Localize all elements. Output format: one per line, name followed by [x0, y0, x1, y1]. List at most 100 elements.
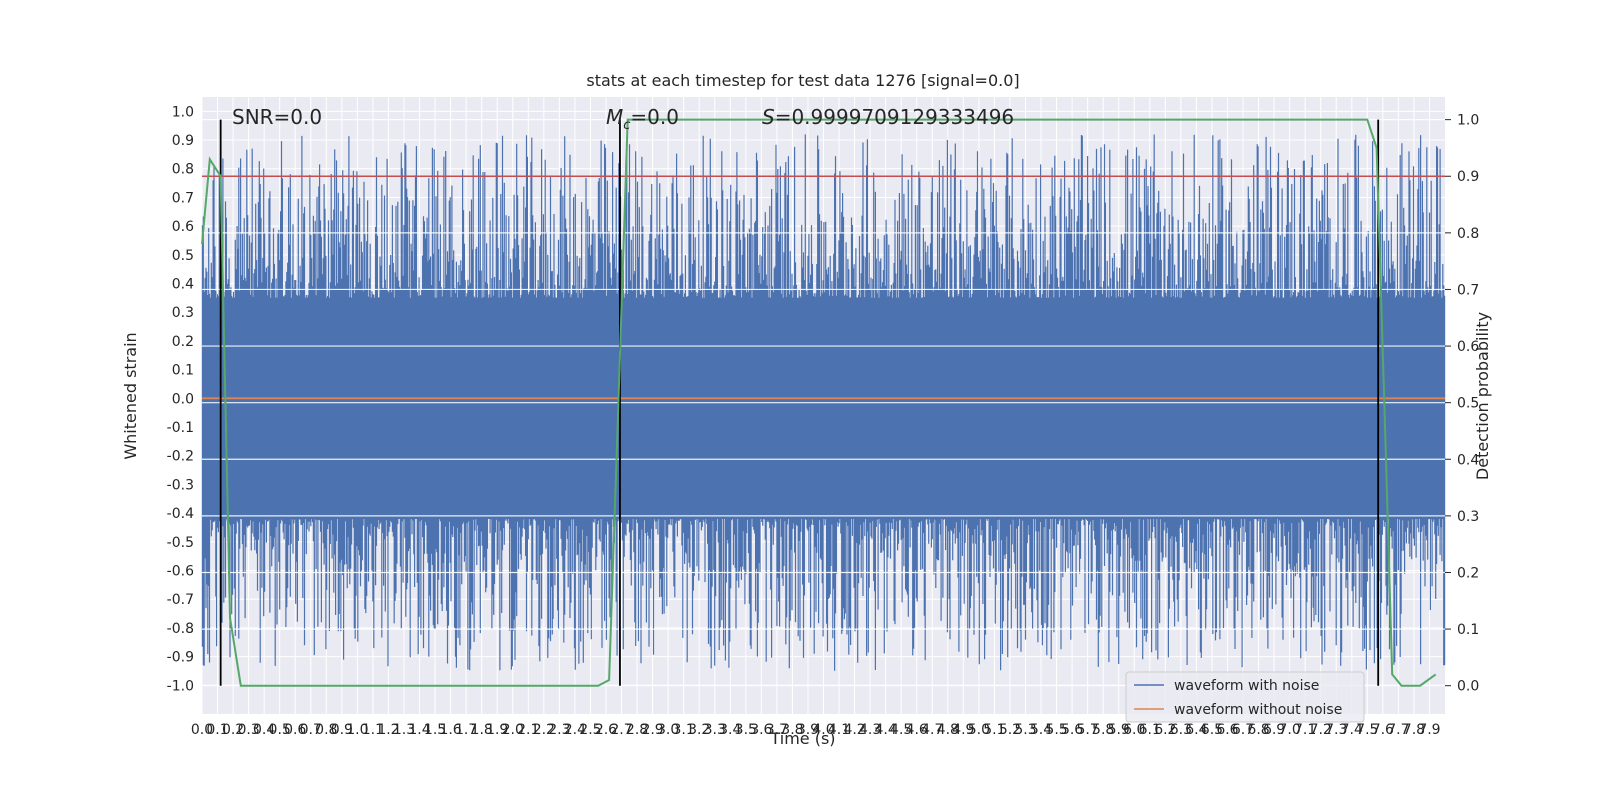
probability-line	[201, 118, 1437, 687]
x-tick-label: 4.1	[828, 722, 850, 738]
y-right-tick-label: 0.2	[1457, 565, 1479, 581]
y-tick-label: 0.5	[172, 248, 194, 264]
x-tick-label: 7.6	[1372, 722, 1394, 738]
x-tick-label: 1.6	[439, 722, 461, 738]
x-tick-label: 6.1	[1139, 722, 1161, 738]
x-tick-label: 7.4	[1341, 722, 1363, 738]
y-tick-label: 0.3	[172, 305, 194, 321]
x-tick-label: 6.4	[1185, 722, 1207, 738]
x-tick-label: 1.7	[455, 722, 477, 738]
x-tick-label: 6.6	[1216, 722, 1238, 738]
y-tick-label: -0.9	[167, 650, 194, 666]
x-tick-label: 4.7	[921, 722, 943, 738]
mc-annotation: Mc=0.0	[606, 105, 679, 133]
x-tick-label: 0.0	[191, 722, 213, 738]
x-axis-label: Time (s)	[769, 729, 835, 748]
noise-spikes	[201, 134, 1446, 671]
x-tick-label: 5.7	[1077, 722, 1099, 738]
y-tick-label: -0.3	[167, 477, 194, 493]
x-tick-label: 5.9	[1108, 722, 1130, 738]
y-tick-label: -1.0	[167, 678, 194, 694]
x-tick-label: 4.0	[812, 722, 834, 738]
x-tick-label: 5.2	[999, 722, 1021, 738]
x-tick-label: 5.3	[1014, 722, 1036, 738]
legend: waveform with noise waveform without noi…	[1125, 671, 1365, 723]
y-tick-label: -0.1	[167, 420, 194, 436]
y-tick-label: -0.4	[167, 506, 194, 522]
y-right-tick-label: 0.0	[1457, 679, 1479, 695]
y-right-tick-label: 0.5	[1457, 396, 1479, 412]
y-right-tick-label: 0.7	[1457, 282, 1479, 298]
x-tick-label: 4.9	[952, 722, 974, 738]
y-tick-label: -0.8	[167, 621, 194, 637]
x-tick-label: 3.2	[688, 722, 710, 738]
x-tick-label: 0.9	[331, 722, 353, 738]
y-tick-label: 0.7	[172, 190, 194, 206]
x-tick-label: 2.9	[641, 722, 663, 738]
x-tick-label: 4.3	[859, 722, 881, 738]
y-tick-label: 0.9	[172, 133, 194, 149]
legend-box	[1125, 671, 1365, 723]
y-tick-label: 0.4	[172, 277, 194, 293]
x-tick-label: 3.9	[797, 722, 819, 738]
legend-label-clean: waveform without noise	[1174, 702, 1342, 718]
x-tick-label: 5.6	[1061, 722, 1083, 738]
y-tick-label: 0.6	[172, 219, 194, 235]
x-tick-label: 2.3	[548, 722, 570, 738]
mc-value: =0.0	[630, 105, 679, 129]
x-tick-label: 3.4	[719, 722, 741, 738]
x-tick-label: 2.6	[595, 722, 617, 738]
x-tick-label: 2.0	[502, 722, 524, 738]
x-tick-label: 1.5	[424, 722, 446, 738]
x-tick-label: 7.8	[1403, 722, 1425, 738]
x-tick-label: 1.8	[471, 722, 493, 738]
x-tick-label: 3.5	[735, 722, 757, 738]
y-tick-label: 0.1	[172, 363, 194, 379]
y-tick-labels: 1.0 0.9 0.8 0.7 0.6 0.5 0.4 0.3 0.2 0.1 0.0 -0.1 -0.…	[167, 104, 194, 694]
y-right-axis-label: Detection probability	[1473, 312, 1492, 480]
y-right-tick-label: 0.9	[1457, 169, 1479, 185]
y-tick-label: 0.2	[172, 334, 194, 350]
x-tick-label: 0.3	[237, 722, 259, 738]
x-tick-label: 1.3	[393, 722, 415, 738]
x-tick-labels: 0.00.10.20.30.40.50.60.70.80.91.01.11.21…	[191, 722, 1441, 738]
x-tick-label: 1.0	[346, 722, 368, 738]
x-tick-label: 4.4	[875, 722, 897, 738]
x-tick-label: 6.2	[1154, 722, 1176, 738]
y-right-tick-labels: 1.0 0.9 0.8 0.7 0.6 0.5 0.4 0.3 0.2 0.1 0.0	[1445, 113, 1479, 695]
y-tick-label: -0.6	[167, 564, 194, 580]
x-tick-label: 3.0	[657, 722, 679, 738]
x-tick-label: 3.1	[673, 722, 695, 738]
y-right-tick-label: 0.6	[1457, 339, 1479, 355]
x-tick-label: 5.8	[1092, 722, 1114, 738]
x-tick-label: 7.3	[1325, 722, 1347, 738]
x-tick-label: 2.7	[610, 722, 632, 738]
chart-title: stats at each timestep for test data 127…	[586, 71, 1019, 90]
x-tick-label: 7.7	[1387, 722, 1409, 738]
mc-subscript: c	[623, 118, 630, 133]
x-tick-label: 7.1	[1294, 722, 1316, 738]
y-tick-label: 1.0	[172, 104, 194, 120]
y-right-tick-label: 0.3	[1457, 509, 1479, 525]
x-tick-label: 6.3	[1170, 722, 1192, 738]
x-tick-label: 1.9	[486, 722, 508, 738]
x-tick-label: 5.1	[983, 722, 1005, 738]
x-tick-label: 0.2	[222, 722, 244, 738]
x-tick-label: 5.5	[1045, 722, 1067, 738]
y-tick-label: -0.7	[167, 592, 194, 608]
x-tick-label: 2.4	[564, 722, 586, 738]
noisy-waveform-series	[201, 134, 1446, 671]
x-tick-label: 4.6	[906, 722, 928, 738]
x-tick-label: 6.9	[1263, 722, 1285, 738]
x-tick-label: 2.8	[626, 722, 648, 738]
x-tick-label: 3.7	[766, 722, 788, 738]
s-annotation: S=0.9999709129333496	[762, 105, 1014, 129]
x-tick-label: 2.1	[517, 722, 539, 738]
x-tick-label: 0.5	[269, 722, 291, 738]
y-right-tick-label: 0.1	[1457, 622, 1479, 638]
s-value: =0.9999709129333496	[775, 105, 1014, 129]
legend-label-noisy: waveform with noise	[1174, 678, 1319, 694]
x-tick-label: 7.5	[1356, 722, 1378, 738]
x-tick-label: 0.7	[300, 722, 322, 738]
x-tick-label: 6.0	[1123, 722, 1145, 738]
